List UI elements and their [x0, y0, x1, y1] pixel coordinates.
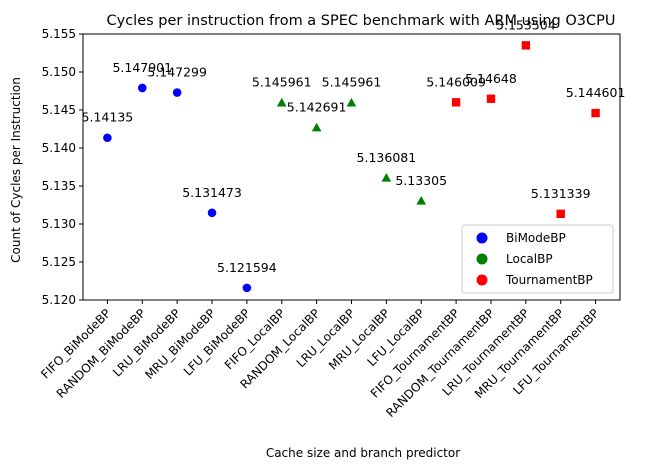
- chart-title: Cycles per instruction from a SPEC bench…: [107, 13, 616, 29]
- data-label: 5.13305: [395, 173, 447, 188]
- data-label: 5.147299: [147, 65, 207, 80]
- plot-area: 5.120 5.125 5.130 5.135 5.140 5.145 5.150 5.155…: [38, 17, 625, 420]
- x-tick-label: MRU_LocalBP: [326, 306, 393, 373]
- data-point: [172, 88, 182, 97]
- y-tick-label: 5.125: [42, 255, 76, 269]
- y-tick-label: 5.120: [42, 293, 76, 307]
- legend-label: TournamentBP: [505, 273, 593, 287]
- y-tick-label: 5.150: [42, 65, 76, 79]
- data-label: 5.121594: [217, 260, 277, 275]
- y-tick-label: 5.155: [42, 27, 76, 41]
- data-point: [521, 41, 531, 50]
- data-point: [451, 98, 461, 107]
- data-label: 5.14135: [82, 110, 134, 125]
- data-point: [591, 108, 600, 118]
- data-point: [242, 283, 252, 293]
- y-tick-label: 5.145: [42, 103, 76, 117]
- x-tick-label: FIFO_LocalBP: [222, 306, 288, 372]
- data-label: 5.145961: [252, 75, 312, 90]
- data-point: [276, 97, 287, 107]
- data-label: 5.142691: [287, 100, 347, 115]
- y-axis-label: Count of Cycles per Instruction: [9, 77, 23, 263]
- y-tick-label: 5.140: [42, 141, 76, 155]
- legend-marker: [476, 274, 488, 286]
- data-label: 5.153504: [496, 17, 556, 32]
- data-label: 5.144601: [566, 85, 626, 100]
- data-label: 5.146009: [426, 74, 486, 89]
- data-point: [103, 133, 112, 143]
- legend-label: BiModeBP: [506, 231, 566, 245]
- data-label: 5.145961: [322, 75, 382, 90]
- data-point: [207, 208, 217, 218]
- data-point: [311, 122, 322, 132]
- legend-box: [461, 224, 614, 294]
- data-point: [346, 97, 357, 107]
- data-label: 5.136081: [357, 150, 417, 165]
- data-point: [486, 94, 496, 103]
- data-point: [137, 83, 147, 93]
- data-label: 5.14648: [465, 71, 517, 86]
- y-tick-label: 5.135: [42, 179, 76, 193]
- data-label: 5.131339: [531, 186, 591, 201]
- x-axis-label: Cache size and branch predictor: [266, 446, 460, 460]
- y-tick-label: 5.130: [42, 217, 76, 231]
- legend-marker: [476, 232, 488, 244]
- data-point: [381, 172, 392, 182]
- data-label: 5.147901: [112, 60, 172, 75]
- legend-label: LocalBP: [506, 252, 553, 266]
- data-point: [556, 209, 565, 219]
- data-label: 5.131473: [182, 185, 242, 200]
- legend-marker: [476, 253, 488, 265]
- data-point: [416, 196, 427, 205]
